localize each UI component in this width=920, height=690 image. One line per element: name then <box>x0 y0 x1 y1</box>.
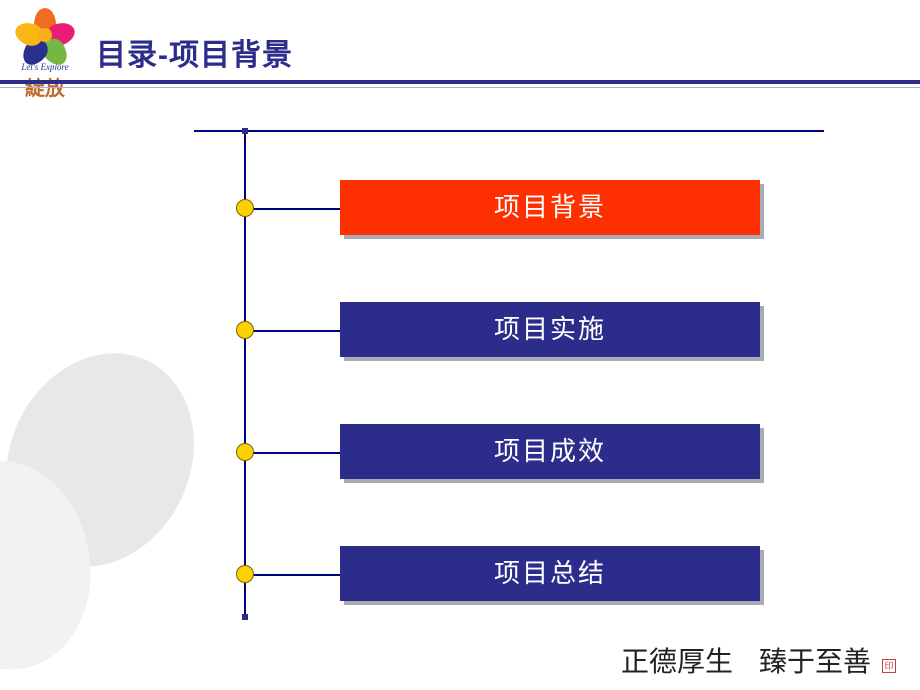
header-divider <box>0 80 920 88</box>
footer-phrase-2: 臻于至善 <box>759 647 871 678</box>
footer-seal-icon: 印 <box>882 659 896 673</box>
toc-item-box[interactable]: 项目成效 <box>340 424 760 479</box>
node-connector <box>250 208 340 210</box>
flower-logo-icon <box>20 10 70 60</box>
footer-phrase-1: 正德厚生 <box>621 647 733 678</box>
toc-diagram: 项目背景项目实施项目成效项目总结 <box>144 130 834 640</box>
diagram-top-marker <box>242 128 248 134</box>
diagram-bottom-marker <box>242 614 248 620</box>
toc-item-box[interactable]: 项目背景 <box>340 180 760 235</box>
node-connector <box>250 330 340 332</box>
diagram-top-line <box>194 130 824 132</box>
logo-script-text: Let's Explore <box>10 62 80 72</box>
node-connector <box>250 452 340 454</box>
node-dot-icon <box>236 321 254 339</box>
node-dot-icon <box>236 443 254 461</box>
page-title: 目录-项目背景 <box>96 30 293 74</box>
footer-calligraphy: 正德厚生 臻于至善 印 <box>621 640 896 680</box>
toc-item-box[interactable]: 项目总结 <box>340 546 760 601</box>
node-connector <box>250 574 340 576</box>
node-dot-icon <box>236 565 254 583</box>
page-header: 目录-项目背景 <box>96 30 293 74</box>
node-dot-icon <box>236 199 254 217</box>
toc-item-box[interactable]: 项目实施 <box>340 302 760 357</box>
